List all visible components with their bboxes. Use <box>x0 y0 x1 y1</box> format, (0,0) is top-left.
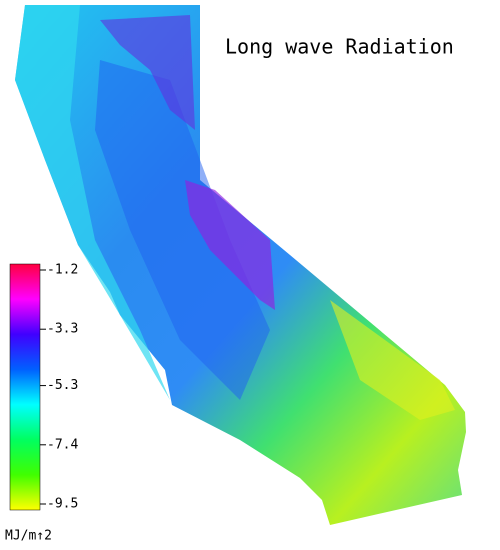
colorbar-ticks: -1.2 -3.3 -5.3 -7.4 -9.5 <box>40 263 78 512</box>
sierra-nevada <box>185 180 275 310</box>
tick-label: -9.5 <box>47 497 78 512</box>
central-valley <box>95 60 270 400</box>
tick-label: -3.3 <box>47 322 78 337</box>
map-title: Long wave Radiation <box>225 35 454 59</box>
california <box>15 5 466 525</box>
tick-label: -5.3 <box>47 378 78 393</box>
tick-label: -1.2 <box>47 263 78 278</box>
tick-label: -7.4 <box>47 437 78 452</box>
coast-zone <box>15 5 170 400</box>
northern-mountains <box>100 15 195 130</box>
desert <box>330 300 455 420</box>
colorbar <box>9 263 41 511</box>
colorbar-unit: MJ/m↑2 <box>5 529 52 544</box>
